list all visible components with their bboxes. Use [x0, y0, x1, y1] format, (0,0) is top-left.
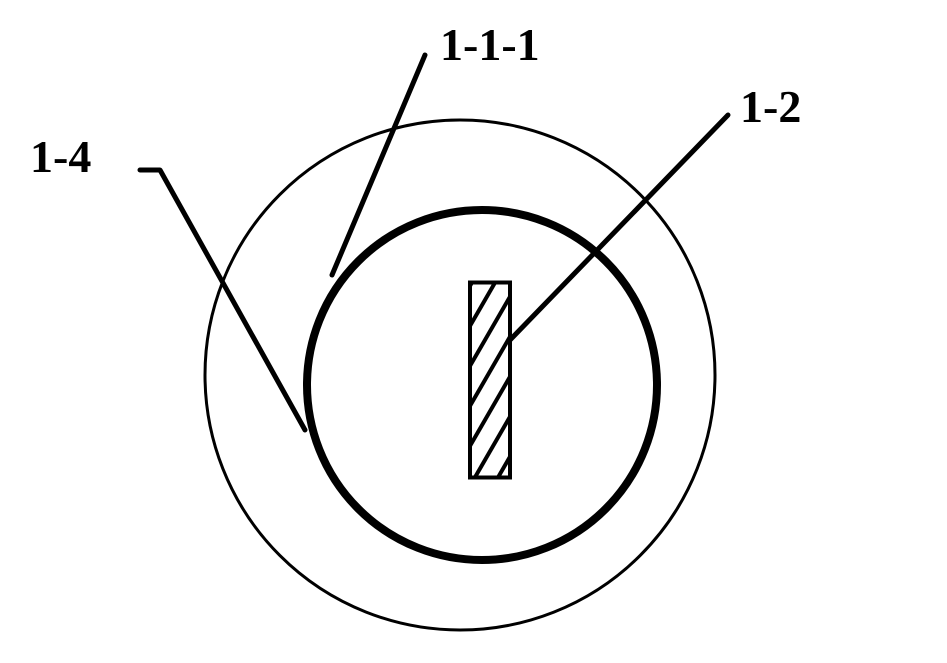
- outer-ring: [205, 120, 715, 630]
- label-slot: 1-2: [740, 80, 801, 133]
- diagram-stage: 1-4 1-1-1 1-2: [0, 0, 947, 663]
- leader-outer-ring: [140, 170, 305, 430]
- center-slot: [470, 283, 510, 478]
- leader-slot: [510, 115, 728, 340]
- diagram-svg: [0, 0, 947, 663]
- label-outer-ring: 1-4: [30, 130, 91, 183]
- label-inner-circle: 1-1-1: [440, 18, 540, 71]
